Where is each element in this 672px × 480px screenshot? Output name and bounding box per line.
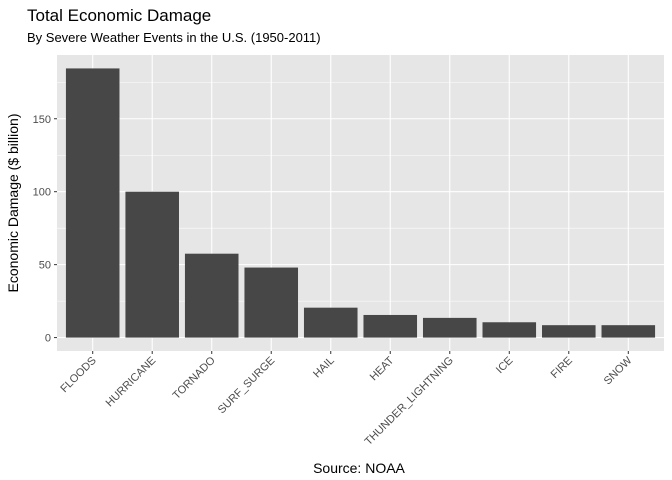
bar-hail	[303, 307, 358, 338]
bar-snow	[601, 325, 656, 338]
x-tick-label: FIRE	[549, 355, 575, 381]
bar-hurricane	[125, 191, 179, 338]
bar-ice	[482, 322, 537, 338]
y-tick-label: 0	[45, 333, 51, 345]
chart-subtitle: By Severe Weather Events in the U.S. (19…	[27, 30, 321, 45]
x-tick-label: FLOODS	[58, 355, 98, 395]
x-tick-label: SURF_SURGE	[216, 355, 278, 417]
bar-fire	[542, 325, 596, 338]
chart-title: Total Economic Damage	[27, 6, 211, 25]
x-tick-label: TORNADO	[171, 354, 219, 402]
y-tick-label: 150	[33, 114, 51, 126]
y-tick-label: 100	[33, 187, 51, 199]
x-tick-label: HAIL	[311, 355, 337, 381]
bars	[65, 68, 656, 338]
x-axis-label: Source: NOAA	[313, 460, 405, 476]
y-axis: 0 50 100 150	[33, 114, 57, 345]
x-tick-label: HEAT	[368, 354, 397, 383]
x-tick-label: ICE	[494, 355, 515, 376]
bar-thunder-lightning	[422, 317, 477, 338]
bar-tornado	[184, 253, 239, 338]
bar-floods	[65, 68, 120, 338]
bar-surf-surge	[244, 267, 299, 338]
bar-heat	[363, 314, 418, 338]
y-axis-label: Economic Damage ($ billion)	[5, 114, 21, 293]
y-tick-label: 50	[39, 260, 51, 272]
x-tick-label: HURRICANE	[104, 355, 159, 410]
x-tick-label: SNOW	[602, 354, 635, 387]
